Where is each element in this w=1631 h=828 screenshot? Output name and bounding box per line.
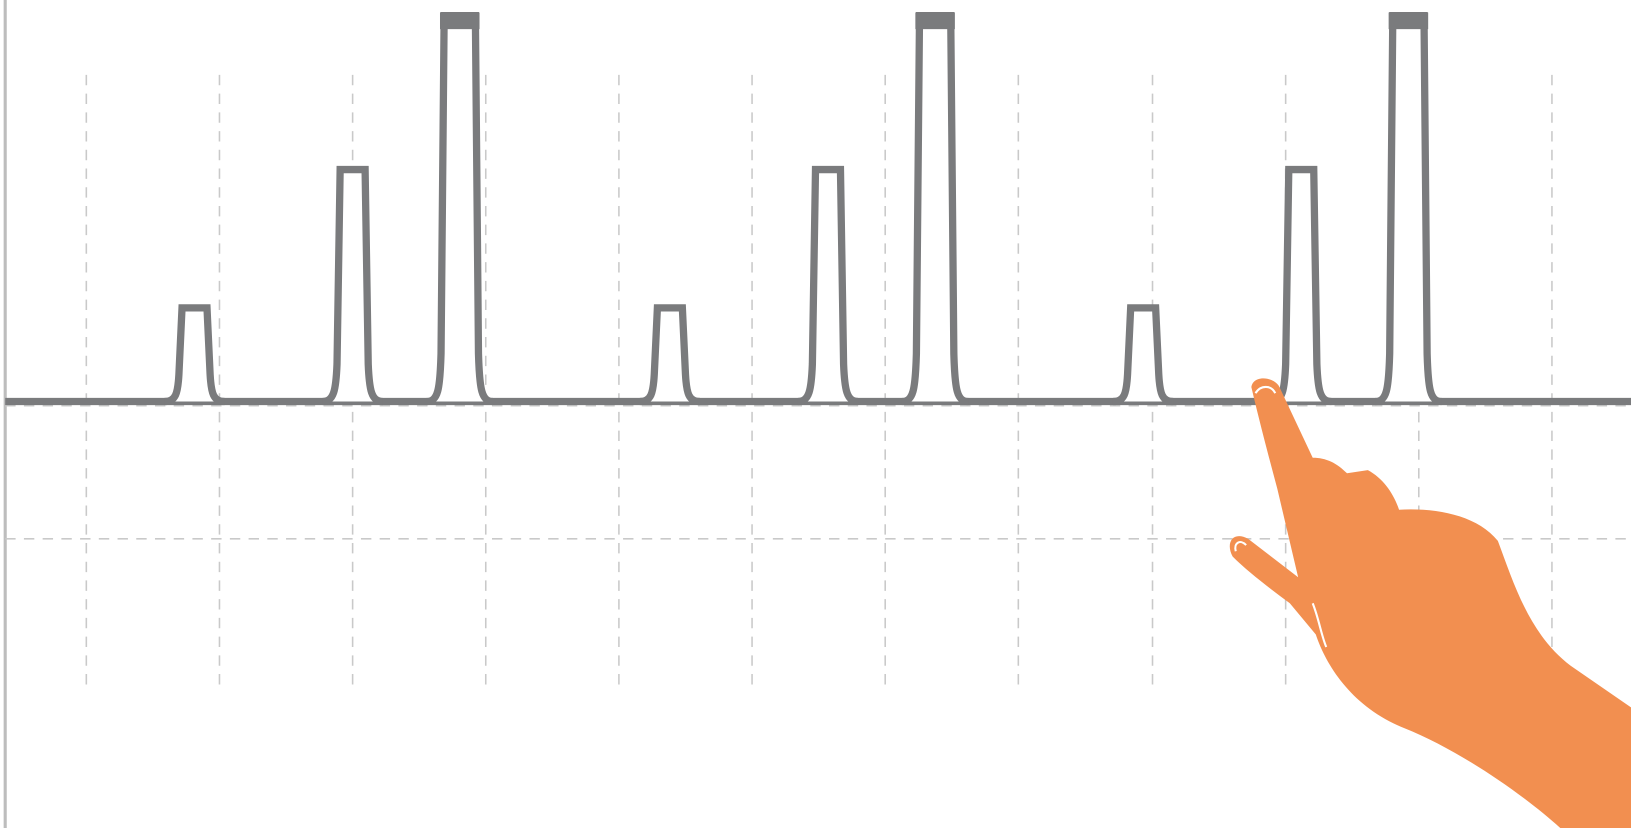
hand-shape <box>1229 378 1631 828</box>
fingernail <box>1254 385 1277 394</box>
thumbnail <box>1234 541 1247 552</box>
knuckle-line <box>1311 602 1328 648</box>
pointing-hand <box>1229 378 1631 828</box>
